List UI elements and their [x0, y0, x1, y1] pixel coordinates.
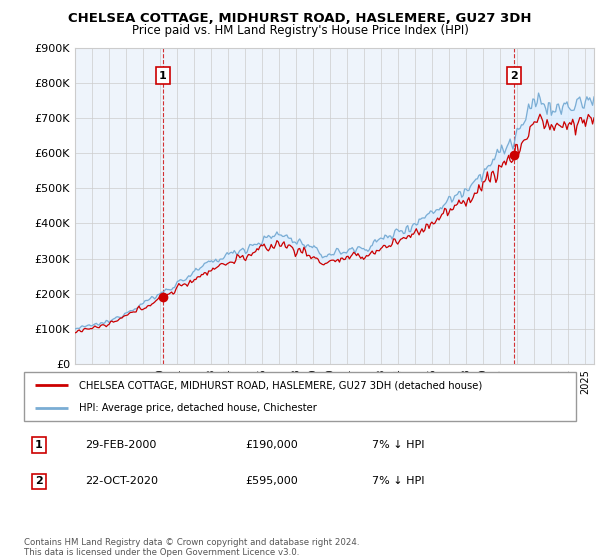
Text: £190,000: £190,000 [245, 440, 298, 450]
Text: 2: 2 [511, 71, 518, 81]
Text: Contains HM Land Registry data © Crown copyright and database right 2024.
This d: Contains HM Land Registry data © Crown c… [24, 538, 359, 557]
Text: 2: 2 [35, 477, 43, 486]
Text: CHELSEA COTTAGE, MIDHURST ROAD, HASLEMERE, GU27 3DH (detached house): CHELSEA COTTAGE, MIDHURST ROAD, HASLEMER… [79, 380, 482, 390]
Text: CHELSEA COTTAGE, MIDHURST ROAD, HASLEMERE, GU27 3DH: CHELSEA COTTAGE, MIDHURST ROAD, HASLEMER… [68, 12, 532, 25]
Text: 7% ↓ HPI: 7% ↓ HPI [372, 440, 424, 450]
Text: 29-FEB-2000: 29-FEB-2000 [85, 440, 156, 450]
Text: HPI: Average price, detached house, Chichester: HPI: Average price, detached house, Chic… [79, 403, 317, 413]
Text: 22-OCT-2020: 22-OCT-2020 [85, 477, 158, 486]
Text: 1: 1 [159, 71, 167, 81]
Text: Price paid vs. HM Land Registry's House Price Index (HPI): Price paid vs. HM Land Registry's House … [131, 24, 469, 36]
Text: £595,000: £595,000 [245, 477, 298, 486]
Text: 1: 1 [35, 440, 43, 450]
Text: 7% ↓ HPI: 7% ↓ HPI [372, 477, 424, 486]
